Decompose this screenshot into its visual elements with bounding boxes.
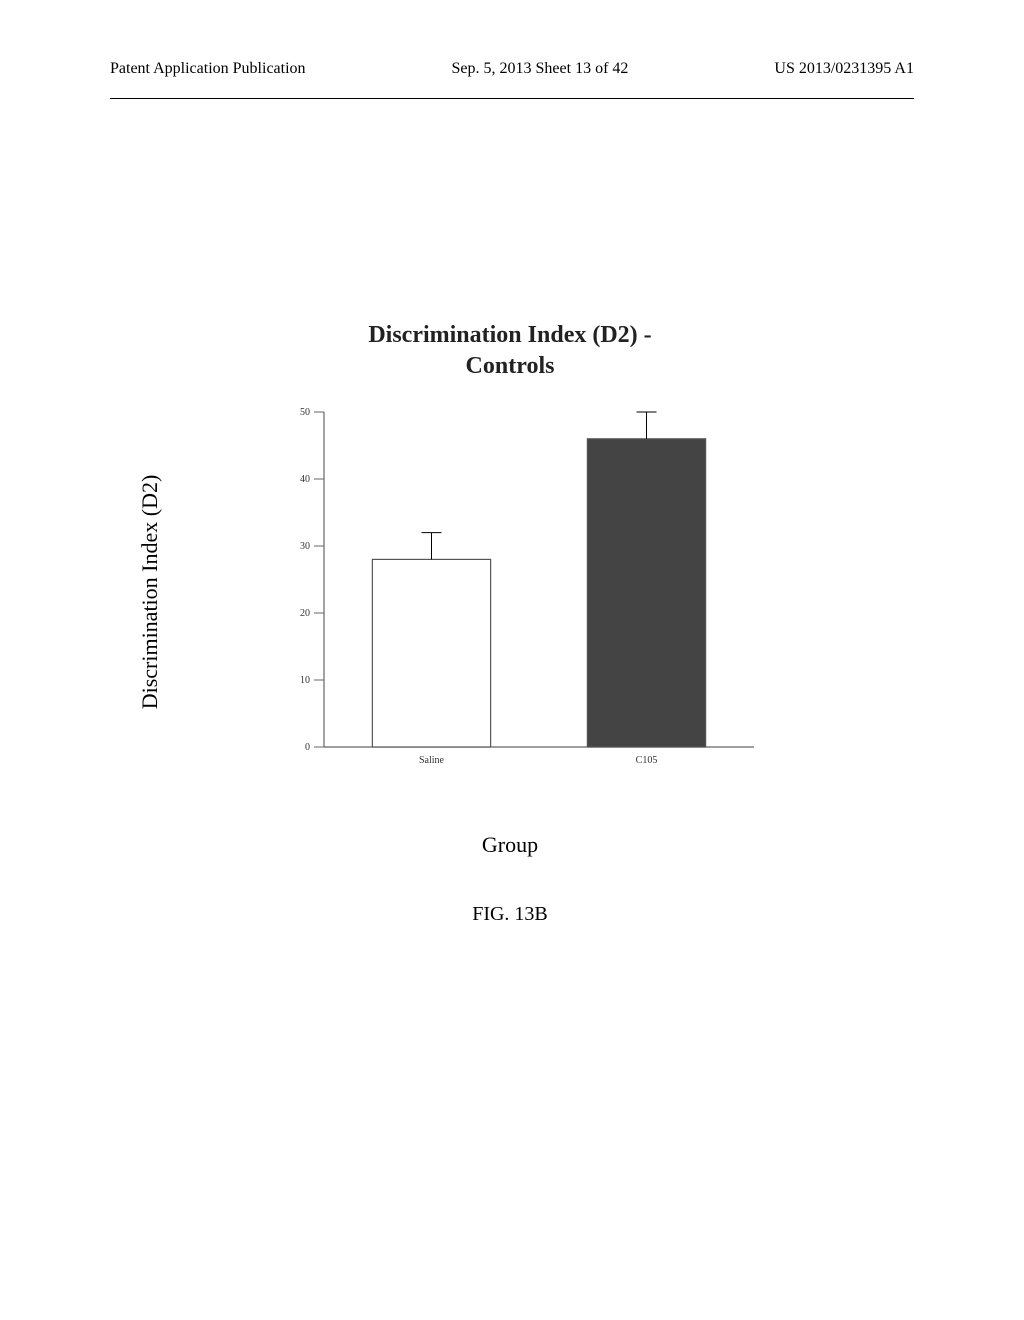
svg-text:10: 10 <box>300 675 310 686</box>
category-label: Saline <box>419 755 445 766</box>
y-axis-label: Discrimination Index (D2) <box>137 475 163 710</box>
header-left: Patent Application Publication <box>110 60 306 78</box>
figure-caption: FIG. 13B <box>190 903 830 926</box>
chart-title-line2: Controls <box>466 353 555 379</box>
header-right: US 2013/0231395 A1 <box>774 60 914 78</box>
bar-saline <box>372 560 490 748</box>
header-divider <box>110 98 914 99</box>
bar-chart: 0 10 20 30 40 50 Saline C105 <box>276 402 774 782</box>
chart-wrap: Discrimination Index (D2) 01020304050Sal… <box>190 402 830 782</box>
figure-panel: Discrimination Index (D2) - Controls Dis… <box>190 320 830 926</box>
chart-title: Discrimination Index (D2) - Controls <box>190 320 830 382</box>
svg-text:40: 40 <box>300 474 310 485</box>
x-axis-label: Group <box>190 832 830 858</box>
svg-text:50: 50 <box>300 407 310 418</box>
category-label: C105 <box>636 755 658 766</box>
svg-text:20: 20 <box>300 608 310 619</box>
bar-c105 <box>587 439 705 747</box>
header-center: Sep. 5, 2013 Sheet 13 of 42 <box>452 60 629 78</box>
page-header: Patent Application Publication Sep. 5, 2… <box>0 60 1024 78</box>
chart-title-line1: Discrimination Index (D2) - <box>368 322 651 348</box>
svg-text:0: 0 <box>305 742 310 753</box>
svg-text:30: 30 <box>300 541 310 552</box>
